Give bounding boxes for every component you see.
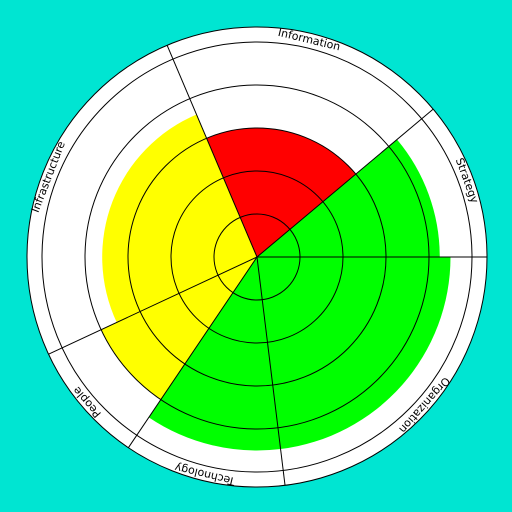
sector-divider — [256, 108, 434, 258]
sector — [101, 257, 258, 400]
sector-divider — [256, 256, 286, 486]
sector — [257, 257, 451, 450]
sector — [257, 139, 440, 257]
sector — [206, 128, 356, 257]
sector — [148, 257, 281, 451]
sector-divider — [166, 45, 258, 258]
sector-divider — [127, 256, 258, 448]
sector-divider — [48, 256, 258, 355]
